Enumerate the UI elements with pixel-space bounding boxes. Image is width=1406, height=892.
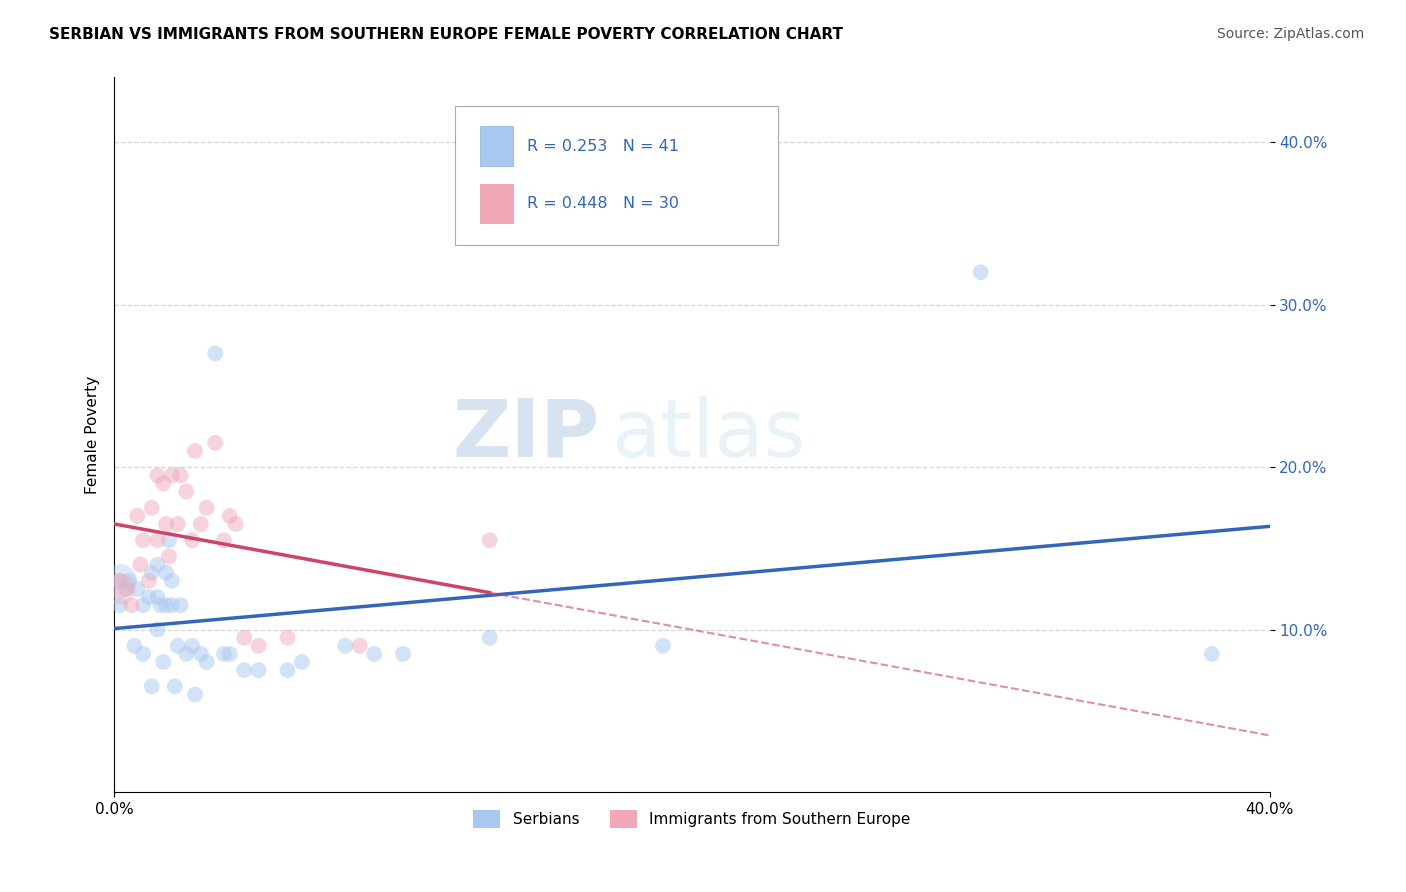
Point (157, 533, 180, 548)
Point (108, 574, 131, 588)
Point (224, 516, 246, 531)
Text: R = 0.448   N = 30: R = 0.448 N = 30 (527, 196, 679, 211)
Point (233, 663, 256, 677)
Point (146, 468, 169, 483)
Point (108, 574, 131, 588)
Y-axis label: Female Poverty: Female Poverty (86, 376, 100, 494)
Point (204, 435, 226, 450)
Point (349, 639, 371, 653)
Point (247, 639, 270, 653)
Point (152, 655, 174, 669)
Point (291, 655, 314, 669)
Text: R = 0.253   N = 41: R = 0.253 N = 41 (527, 138, 679, 153)
Point (138, 590, 160, 604)
Point (478, 631, 501, 645)
Point (160, 574, 183, 588)
Point (146, 623, 169, 637)
Point (212, 533, 235, 548)
Point (152, 476, 174, 491)
Point (195, 655, 218, 669)
Point (121, 598, 143, 612)
Point (146, 558, 169, 572)
Point (195, 500, 218, 515)
Legend: Serbians, Immigrants from Southern Europe: Serbians, Immigrants from Southern Europ… (467, 804, 917, 834)
Point (652, 639, 675, 653)
Point (233, 631, 256, 645)
Point (184, 688, 207, 702)
Point (129, 558, 152, 572)
Point (149, 598, 172, 612)
Point (114, 582, 136, 596)
Point (166, 516, 188, 531)
Point (160, 468, 183, 483)
Point (363, 647, 385, 661)
Point (1201, 647, 1223, 661)
Point (218, 647, 240, 661)
Point (132, 598, 155, 612)
Point (218, 508, 240, 523)
Point (190, 516, 212, 531)
Bar (481, 184, 513, 223)
Point (146, 533, 169, 548)
Point (212, 647, 235, 661)
Point (141, 566, 163, 580)
Point (169, 468, 191, 483)
Text: SERBIAN VS IMMIGRANTS FROM SOUTHERN EUROPE FEMALE POVERTY CORRELATION CHART: SERBIAN VS IMMIGRANTS FROM SOUTHERN EURO… (49, 27, 844, 42)
Point (276, 663, 298, 677)
Point (117, 574, 139, 588)
Point (138, 574, 160, 588)
Point (969, 265, 991, 279)
Text: atlas: atlas (612, 396, 806, 474)
Point (184, 444, 207, 458)
Point (141, 500, 163, 515)
Point (127, 508, 149, 523)
FancyBboxPatch shape (456, 106, 779, 245)
Point (169, 598, 191, 612)
Point (127, 582, 149, 596)
Point (204, 346, 226, 360)
Point (157, 549, 180, 564)
Point (335, 639, 357, 653)
Point (108, 598, 131, 612)
Text: ZIP: ZIP (453, 396, 599, 474)
Point (155, 516, 177, 531)
Point (141, 680, 163, 694)
Point (132, 647, 155, 661)
Point (166, 639, 188, 653)
Point (176, 484, 198, 499)
Point (276, 631, 298, 645)
Point (163, 680, 186, 694)
Point (155, 566, 177, 580)
Point (132, 533, 155, 548)
Bar (481, 127, 513, 166)
Point (155, 598, 177, 612)
Point (124, 639, 146, 653)
Point (146, 590, 169, 604)
Point (160, 598, 183, 612)
Point (478, 533, 501, 548)
Point (190, 647, 212, 661)
Point (392, 647, 415, 661)
Point (108, 582, 131, 596)
Point (247, 663, 270, 677)
Text: Source: ZipAtlas.com: Source: ZipAtlas.com (1216, 27, 1364, 41)
Point (181, 639, 204, 653)
Point (176, 647, 198, 661)
Point (181, 533, 204, 548)
